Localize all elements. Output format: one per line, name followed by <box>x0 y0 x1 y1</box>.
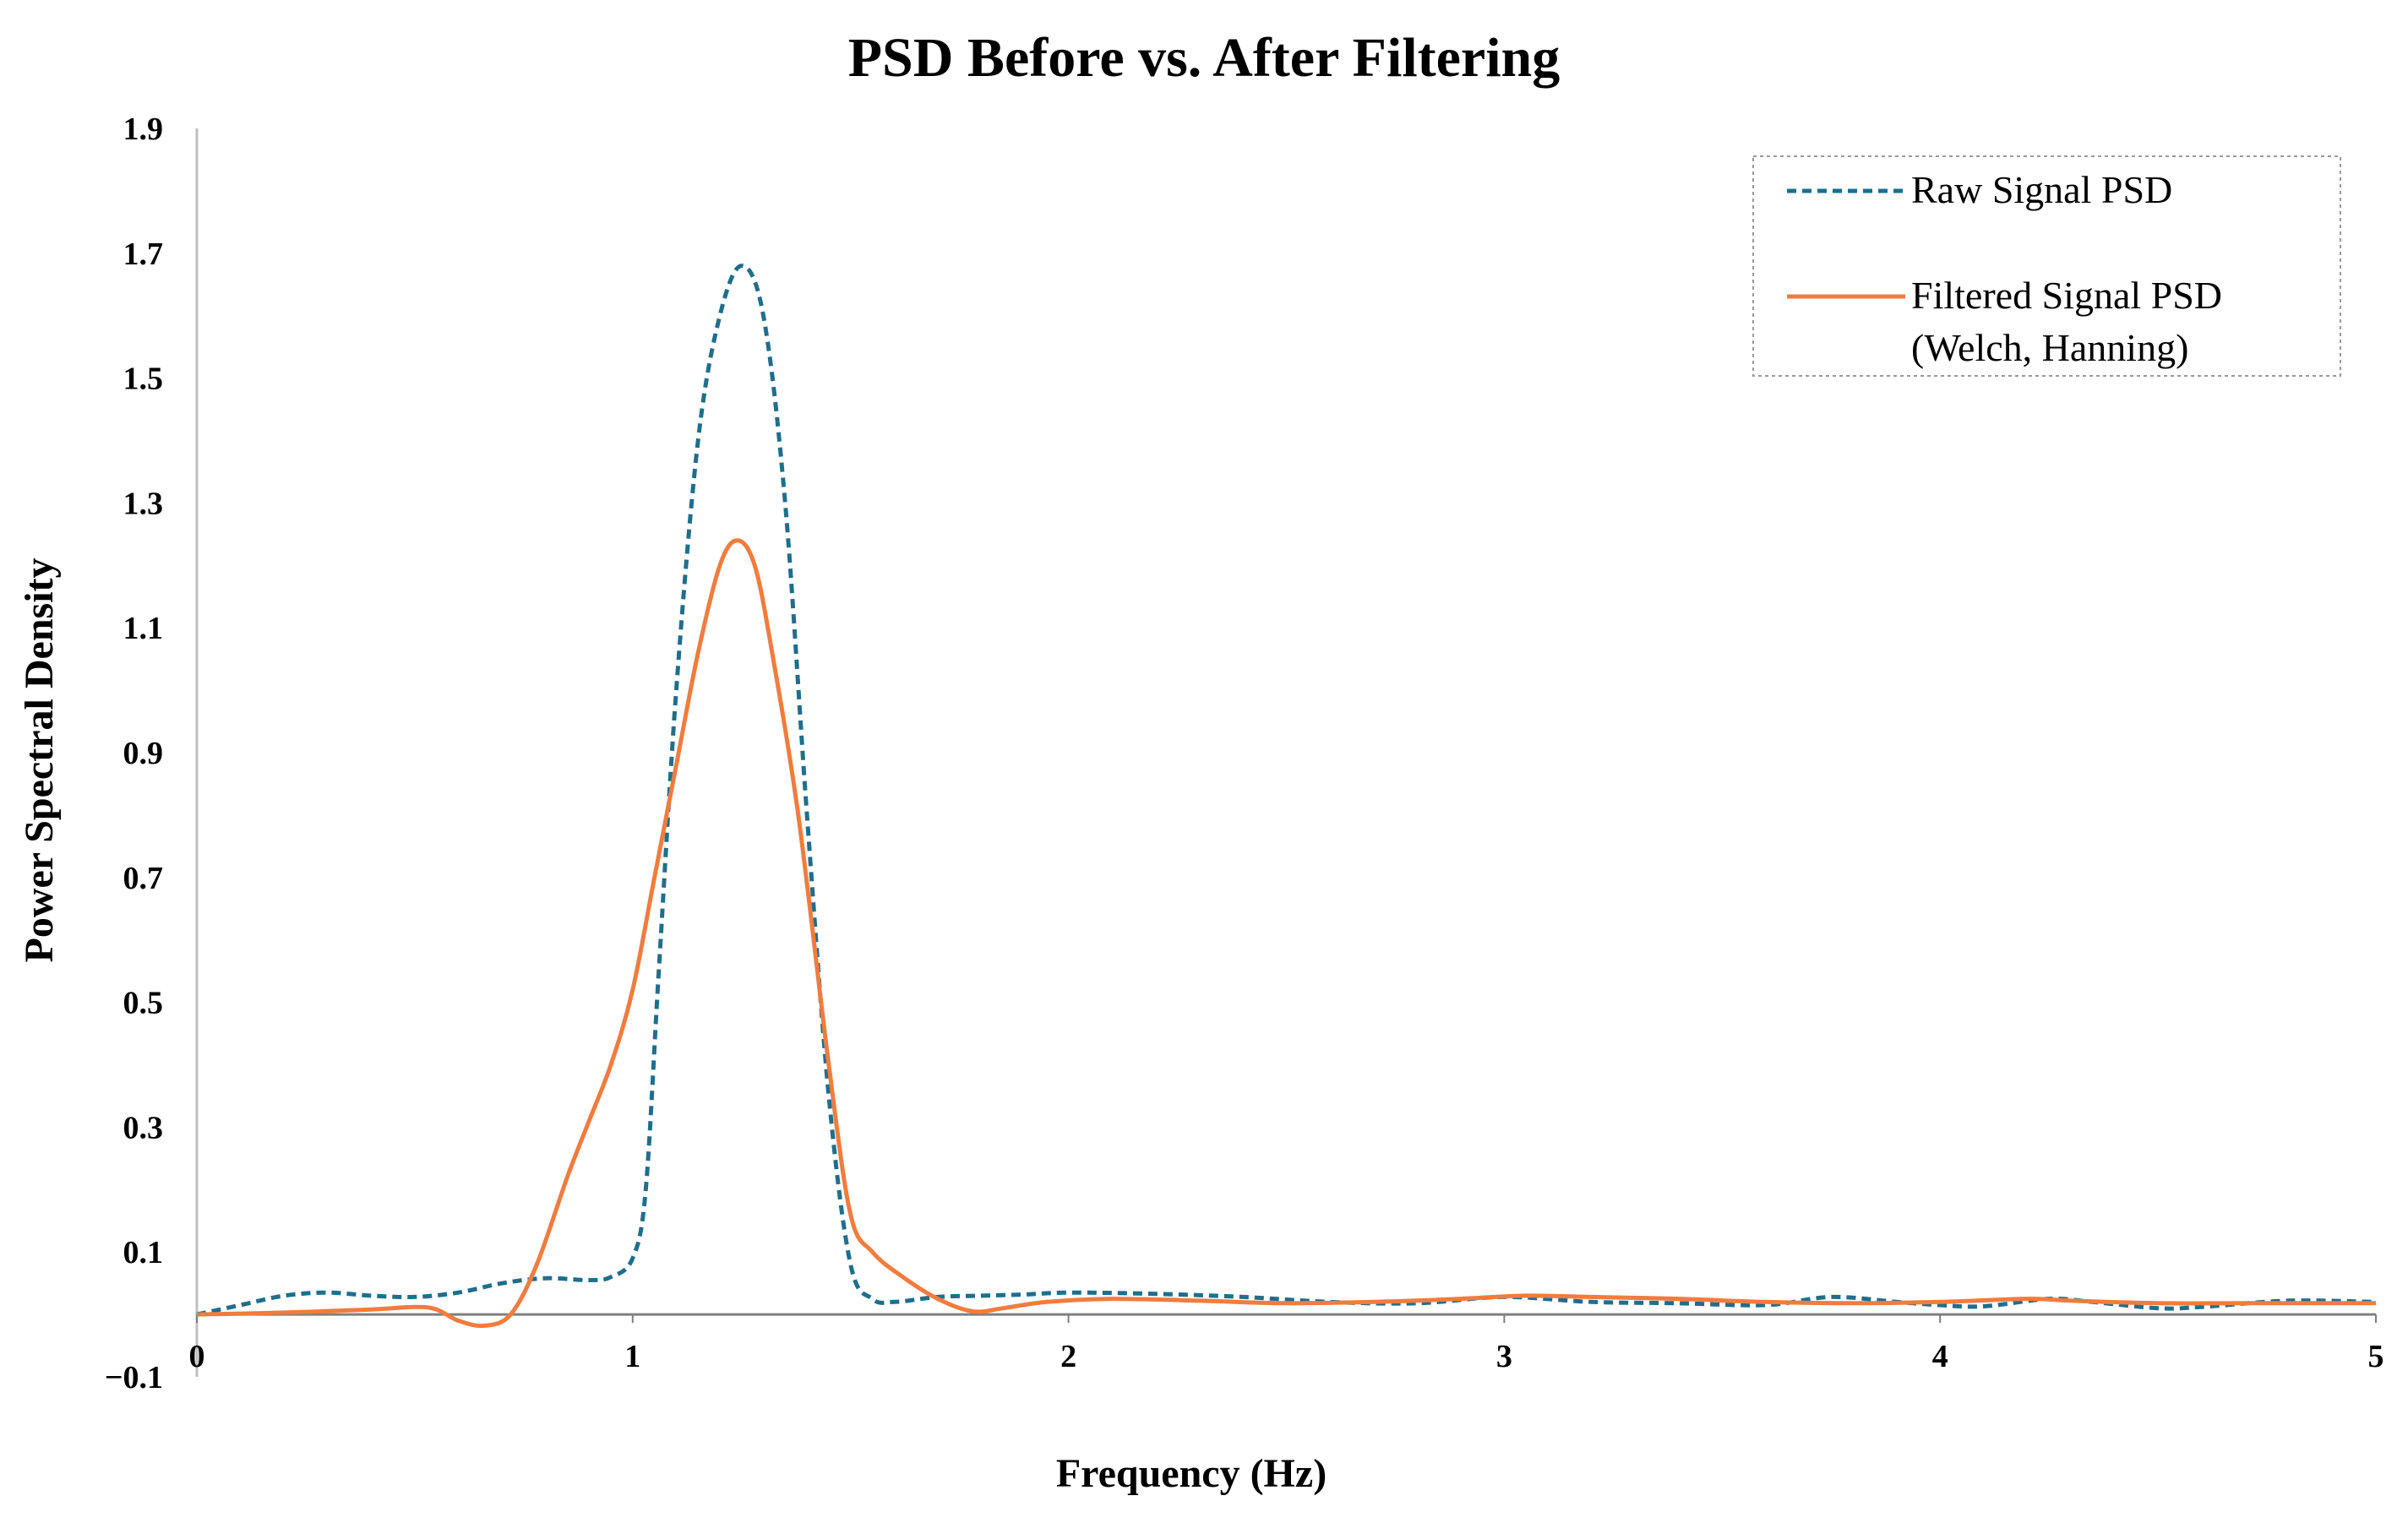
filtered-signal-psd-line <box>196 538 2376 1329</box>
x-axis: 0 1 2 3 4 5 <box>189 1313 2384 1374</box>
y-tick-label: 0.3 <box>123 1110 164 1145</box>
chart-title: PSD Before vs. After Filtering <box>848 27 1561 89</box>
y-axis: 1.9 1.7 1.5 1.3 1.1 0.9 0.7 0.5 0.3 0.1 −0.1 <box>105 112 199 1395</box>
y-tick-label: 1.1 <box>123 611 164 646</box>
legend-label-filtered: Filtered Signal PSD <box>1911 274 2222 317</box>
y-tick-label: −0.1 <box>105 1360 163 1395</box>
x-tick-label: 0 <box>189 1339 205 1374</box>
series-lines <box>196 264 2377 1329</box>
raw-signal-psd-line <box>196 264 2377 1317</box>
x-tick-label: 4 <box>1932 1339 1948 1374</box>
y-axis-label: Power Spectral Density <box>17 558 62 962</box>
legend: Raw Signal PSD Filtered Signal PSD (Welch,… <box>1752 155 2341 377</box>
y-tick-label: 0.9 <box>123 736 164 771</box>
legend-box <box>1752 155 2341 377</box>
y-tick-label: 1.3 <box>123 486 164 521</box>
x-tick-label: 2 <box>1060 1339 1076 1374</box>
x-axis-label: Frequency (Hz) <box>1056 1451 1327 1496</box>
y-tick-label: 0.7 <box>123 861 164 896</box>
x-tick-label: 3 <box>1496 1339 1512 1374</box>
y-tick-label: 1.7 <box>123 237 164 272</box>
y-tick-label: 1.9 <box>123 112 164 147</box>
x-tick-label: 5 <box>2368 1339 2384 1374</box>
x-tick-label: 1 <box>624 1339 640 1374</box>
y-tick-label: 0.1 <box>123 1235 164 1270</box>
legend-label-filtered: (Welch, Hanning) <box>1911 326 2188 369</box>
y-tick-label: 1.5 <box>123 362 164 397</box>
legend-label-raw: Raw Signal PSD <box>1911 168 2172 211</box>
y-tick-label: 0.5 <box>123 986 164 1021</box>
